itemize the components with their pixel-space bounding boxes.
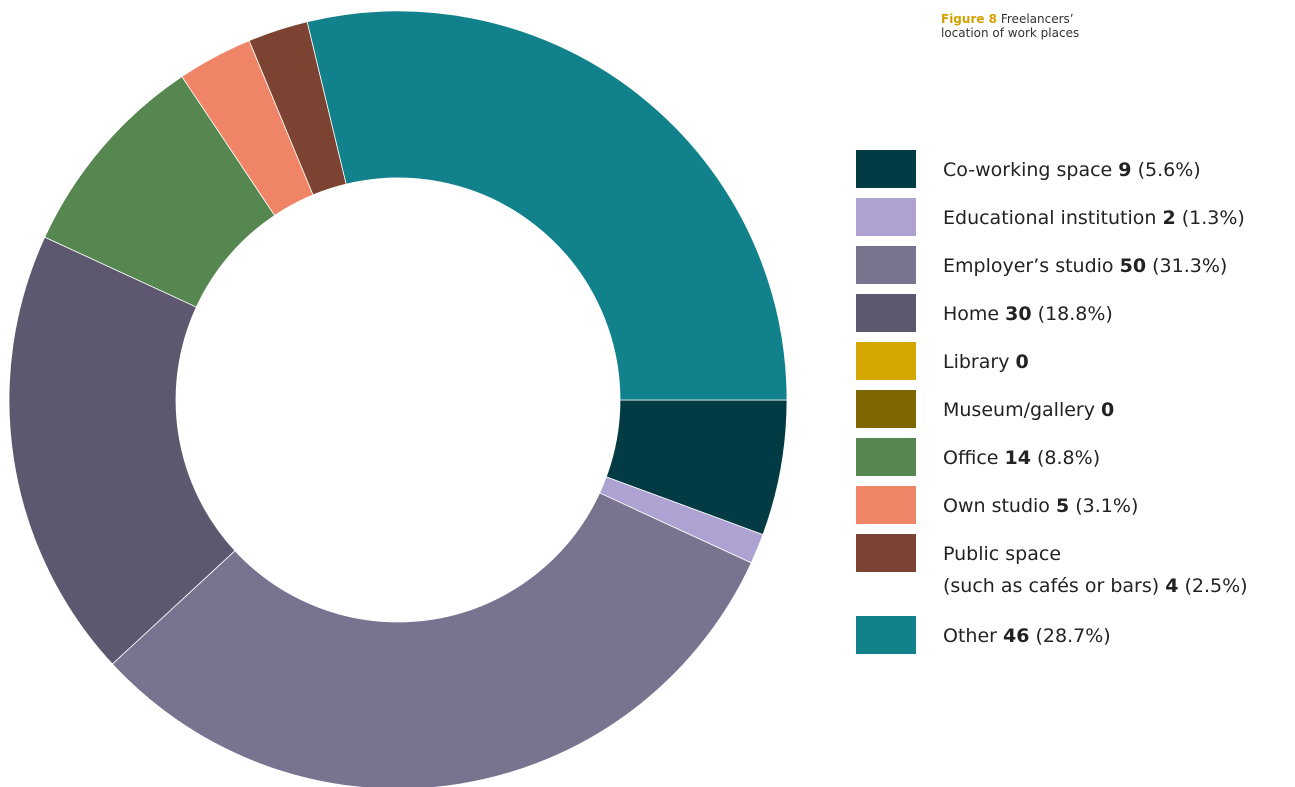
legend-value: 30 [1005, 303, 1032, 325]
legend-swatch [856, 616, 916, 654]
legend-label-text: Public space [943, 543, 1062, 565]
legend-swatch [856, 246, 916, 284]
legend-label: Co-working space 9 (5.6%) [943, 156, 1201, 184]
legend-label-text: Library [943, 351, 1010, 373]
legend-label-text: Home [943, 303, 1000, 325]
legend-label: Public space (such as cafés or bars) 4 (… [943, 540, 1248, 600]
figure-number: Figure 8 [941, 12, 998, 26]
legend-percent: (8.8%) [1037, 447, 1101, 469]
legend-value: 0 [1015, 351, 1029, 373]
legend-label-text: Museum/gallery [943, 399, 1095, 421]
legend-swatch [856, 534, 916, 572]
legend-swatch [856, 390, 916, 428]
legend-label: Employer’s studio 50 (31.3%) [943, 252, 1227, 280]
legend-label-text: Co-working space [943, 159, 1113, 181]
legend-percent: (2.5%) [1184, 575, 1248, 597]
legend-swatch [856, 486, 916, 524]
donut-chart [8, 10, 788, 787]
donut-slice-employer-s-studio [111, 492, 752, 787]
caption-title-line2: location of work places [941, 26, 1080, 40]
legend-percent: (1.3%) [1181, 207, 1245, 229]
legend-value: 46 [1003, 625, 1030, 647]
legend-value: 0 [1101, 399, 1115, 421]
legend-label: Library 0 [943, 348, 1029, 376]
legend-label-text: Other [943, 625, 997, 647]
legend-swatch [856, 198, 916, 236]
legend-value: 2 [1162, 207, 1176, 229]
legend-label-text: Office [943, 447, 999, 469]
legend-label-text: Own studio [943, 495, 1050, 517]
legend-value: 50 [1119, 255, 1147, 277]
legend-swatch [856, 438, 916, 476]
figure-caption: Figure 8 Freelancers’ location of work p… [941, 12, 1141, 40]
legend-label-text: Employer’s studio [943, 255, 1114, 277]
donut-slice-other [306, 10, 788, 401]
legend-value: 9 [1118, 159, 1132, 181]
donut-slice-home [8, 236, 236, 665]
legend-label: Educational institution 2 (1.3%) [943, 204, 1245, 232]
legend-percent: (28.7%) [1035, 625, 1111, 647]
legend-label-text: Educational institution [943, 207, 1157, 229]
legend-percent: (5.6%) [1137, 159, 1201, 181]
legend-label: Other 46 (28.7%) [943, 622, 1111, 650]
legend-value: 4 [1165, 575, 1179, 597]
legend-label: Museum/gallery 0 [943, 396, 1114, 424]
caption-title-line1: Freelancers’ [1000, 12, 1074, 26]
legend-value: 5 [1055, 495, 1070, 517]
legend-swatch [856, 294, 916, 332]
legend-percent: (18.8%) [1037, 303, 1113, 325]
legend-percent: (31.3%) [1152, 255, 1228, 277]
legend-percent: (3.1%) [1075, 495, 1139, 517]
legend-swatch [856, 150, 916, 188]
legend-value: 14 [1004, 447, 1031, 469]
legend-label: Home 30 (18.8%) [943, 300, 1113, 328]
legend-label: Office 14 (8.8%) [943, 444, 1100, 472]
legend-label-text-line2: (such as cafés or bars) [943, 575, 1160, 597]
legend-label: Own studio 5 (3.1%) [943, 492, 1138, 520]
legend-swatch [856, 342, 916, 380]
